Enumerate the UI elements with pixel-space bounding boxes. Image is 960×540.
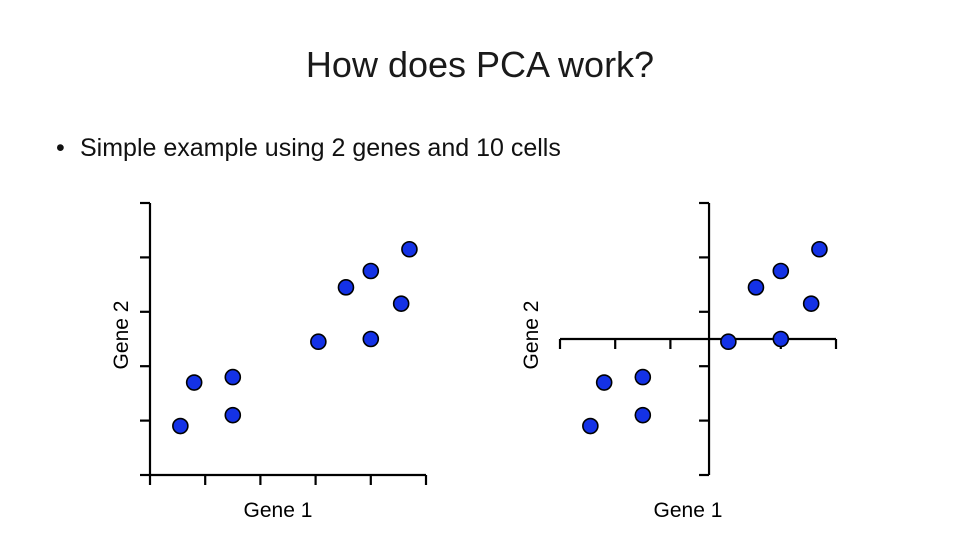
y-axis-label: Gene 2 xyxy=(110,301,133,370)
data-point xyxy=(595,374,613,391)
scatter-plot-centered: Gene 1 Gene 2 xyxy=(520,201,838,522)
data-point xyxy=(811,240,828,258)
data-point xyxy=(772,262,790,280)
bullet-text: Simple example using 2 genes and 10 cell… xyxy=(80,134,561,162)
x-axis-label: Gene 1 xyxy=(654,499,723,522)
y-axis-label: Gene 2 xyxy=(520,301,543,370)
data-point xyxy=(337,279,355,296)
data-point xyxy=(582,417,599,435)
data-point xyxy=(224,368,242,386)
data-point xyxy=(172,417,189,435)
data-point xyxy=(224,406,242,424)
data-point xyxy=(392,295,410,312)
data-point xyxy=(185,374,203,391)
data-point xyxy=(772,330,790,348)
data-point xyxy=(802,295,820,312)
data-point xyxy=(362,330,380,348)
scatter-plot-original: Gene 1 Gene 2 xyxy=(110,201,428,522)
bullet-item: • Simple example using 2 genes and 10 cel… xyxy=(56,134,561,163)
data-point xyxy=(634,368,652,386)
data-point xyxy=(720,333,737,351)
data-point xyxy=(634,406,652,424)
x-axis-label: Gene 1 xyxy=(244,499,313,522)
bullet-marker: • xyxy=(56,134,65,162)
data-point xyxy=(747,279,765,296)
slide-title: How does PCA work? xyxy=(305,44,655,85)
data-point xyxy=(362,262,380,280)
data-point xyxy=(310,333,327,351)
data-point xyxy=(401,240,418,258)
